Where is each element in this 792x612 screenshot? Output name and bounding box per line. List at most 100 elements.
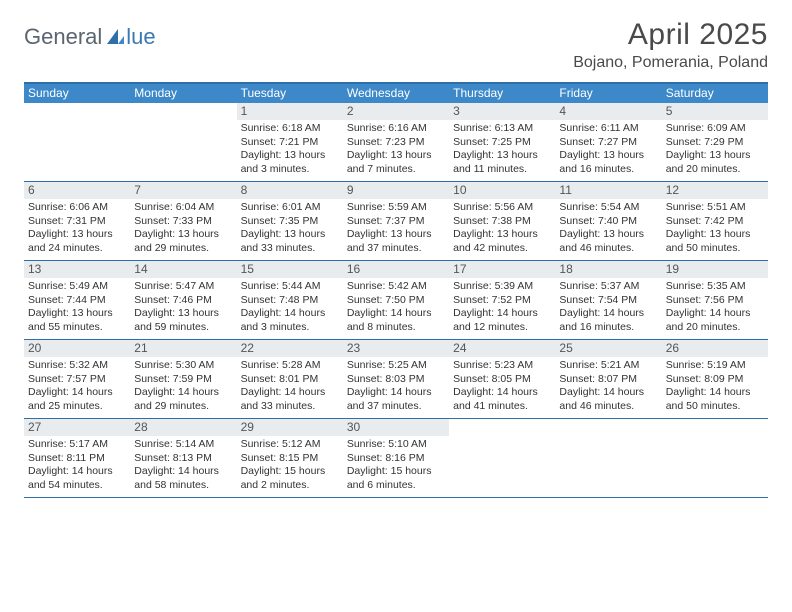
calendar-week-row: 13Sunrise: 5:49 AMSunset: 7:44 PMDayligh… bbox=[24, 261, 768, 340]
daylight-line: Daylight: 14 hours and 41 minutes. bbox=[453, 386, 551, 413]
calendar-day-cell: 9Sunrise: 5:59 AMSunset: 7:37 PMDaylight… bbox=[343, 182, 449, 260]
day-body: Sunrise: 5:44 AMSunset: 7:48 PMDaylight:… bbox=[237, 278, 343, 339]
sunrise-line: Sunrise: 5:54 AM bbox=[559, 201, 657, 215]
day-number: 13 bbox=[24, 261, 130, 278]
sunrise-line: Sunrise: 5:44 AM bbox=[241, 280, 339, 294]
day-body: Sunrise: 6:16 AMSunset: 7:23 PMDaylight:… bbox=[343, 120, 449, 181]
day-number: 2 bbox=[343, 103, 449, 120]
calendar-week-row: 20Sunrise: 5:32 AMSunset: 7:57 PMDayligh… bbox=[24, 340, 768, 419]
day-number: 19 bbox=[662, 261, 768, 278]
calendar-day-cell: 30Sunrise: 5:10 AMSunset: 8:16 PMDayligh… bbox=[343, 419, 449, 497]
sunrise-line: Sunrise: 5:25 AM bbox=[347, 359, 445, 373]
sunrise-line: Sunrise: 5:49 AM bbox=[28, 280, 126, 294]
sunset-line: Sunset: 8:16 PM bbox=[347, 452, 445, 466]
sunset-line: Sunset: 7:37 PM bbox=[347, 215, 445, 229]
sunset-line: Sunset: 7:46 PM bbox=[134, 294, 232, 308]
daylight-line: Daylight: 14 hours and 58 minutes. bbox=[134, 465, 232, 492]
sunset-line: Sunset: 8:15 PM bbox=[241, 452, 339, 466]
calendar-day-cell: 21Sunrise: 5:30 AMSunset: 7:59 PMDayligh… bbox=[130, 340, 236, 418]
sunrise-line: Sunrise: 6:11 AM bbox=[559, 122, 657, 136]
sunrise-line: Sunrise: 5:10 AM bbox=[347, 438, 445, 452]
sunrise-line: Sunrise: 5:21 AM bbox=[559, 359, 657, 373]
calendar-day-cell: 1Sunrise: 6:18 AMSunset: 7:21 PMDaylight… bbox=[237, 103, 343, 181]
title-block: April 2025 Bojano, Pomerania, Poland bbox=[573, 18, 768, 72]
sunrise-line: Sunrise: 5:47 AM bbox=[134, 280, 232, 294]
sunset-line: Sunset: 7:59 PM bbox=[134, 373, 232, 387]
day-number: 16 bbox=[343, 261, 449, 278]
calendar-week-row: 1Sunrise: 6:18 AMSunset: 7:21 PMDaylight… bbox=[24, 103, 768, 182]
calendar-day-cell: 10Sunrise: 5:56 AMSunset: 7:38 PMDayligh… bbox=[449, 182, 555, 260]
daylight-line: Daylight: 13 hours and 50 minutes. bbox=[666, 228, 764, 255]
sunset-line: Sunset: 8:07 PM bbox=[559, 373, 657, 387]
sunset-line: Sunset: 7:57 PM bbox=[28, 373, 126, 387]
day-body: Sunrise: 5:49 AMSunset: 7:44 PMDaylight:… bbox=[24, 278, 130, 339]
day-number: 11 bbox=[555, 182, 661, 199]
day-number: 27 bbox=[24, 419, 130, 436]
calendar-empty-cell bbox=[24, 103, 130, 181]
day-body: Sunrise: 5:35 AMSunset: 7:56 PMDaylight:… bbox=[662, 278, 768, 339]
daylight-line: Daylight: 14 hours and 25 minutes. bbox=[28, 386, 126, 413]
daylight-line: Daylight: 13 hours and 46 minutes. bbox=[559, 228, 657, 255]
day-body: Sunrise: 6:13 AMSunset: 7:25 PMDaylight:… bbox=[449, 120, 555, 181]
day-number: 15 bbox=[237, 261, 343, 278]
day-body: Sunrise: 5:28 AMSunset: 8:01 PMDaylight:… bbox=[237, 357, 343, 418]
calendar-day-cell: 28Sunrise: 5:14 AMSunset: 8:13 PMDayligh… bbox=[130, 419, 236, 497]
day-number: 4 bbox=[555, 103, 661, 120]
logo-text-blue: lue bbox=[126, 24, 155, 50]
daylight-line: Daylight: 14 hours and 12 minutes. bbox=[453, 307, 551, 334]
day-number: 25 bbox=[555, 340, 661, 357]
sunset-line: Sunset: 8:09 PM bbox=[666, 373, 764, 387]
sunrise-line: Sunrise: 5:59 AM bbox=[347, 201, 445, 215]
day-body: Sunrise: 6:09 AMSunset: 7:29 PMDaylight:… bbox=[662, 120, 768, 181]
sunrise-line: Sunrise: 5:39 AM bbox=[453, 280, 551, 294]
day-number: 5 bbox=[662, 103, 768, 120]
day-number: 20 bbox=[24, 340, 130, 357]
daylight-line: Daylight: 13 hours and 55 minutes. bbox=[28, 307, 126, 334]
day-number: 28 bbox=[130, 419, 236, 436]
daylight-line: Daylight: 14 hours and 8 minutes. bbox=[347, 307, 445, 334]
daylight-line: Daylight: 13 hours and 3 minutes. bbox=[241, 149, 339, 176]
sunset-line: Sunset: 7:56 PM bbox=[666, 294, 764, 308]
sunrise-line: Sunrise: 5:37 AM bbox=[559, 280, 657, 294]
sunrise-line: Sunrise: 6:06 AM bbox=[28, 201, 126, 215]
day-number: 7 bbox=[130, 182, 236, 199]
day-number: 23 bbox=[343, 340, 449, 357]
calendar-day-cell: 3Sunrise: 6:13 AMSunset: 7:25 PMDaylight… bbox=[449, 103, 555, 181]
day-body: Sunrise: 5:19 AMSunset: 8:09 PMDaylight:… bbox=[662, 357, 768, 418]
location-label: Bojano, Pomerania, Poland bbox=[573, 54, 768, 72]
daylight-line: Daylight: 14 hours and 54 minutes. bbox=[28, 465, 126, 492]
weekday-header: Thursday bbox=[449, 84, 555, 103]
sunset-line: Sunset: 7:50 PM bbox=[347, 294, 445, 308]
sunrise-line: Sunrise: 5:23 AM bbox=[453, 359, 551, 373]
sunrise-line: Sunrise: 6:18 AM bbox=[241, 122, 339, 136]
sunrise-line: Sunrise: 6:01 AM bbox=[241, 201, 339, 215]
calendar-day-cell: 14Sunrise: 5:47 AMSunset: 7:46 PMDayligh… bbox=[130, 261, 236, 339]
calendar-day-cell: 15Sunrise: 5:44 AMSunset: 7:48 PMDayligh… bbox=[237, 261, 343, 339]
daylight-line: Daylight: 13 hours and 42 minutes. bbox=[453, 228, 551, 255]
sunset-line: Sunset: 7:25 PM bbox=[453, 136, 551, 150]
day-body: Sunrise: 6:04 AMSunset: 7:33 PMDaylight:… bbox=[130, 199, 236, 260]
day-number: 30 bbox=[343, 419, 449, 436]
sunrise-line: Sunrise: 5:42 AM bbox=[347, 280, 445, 294]
daylight-line: Daylight: 13 hours and 24 minutes. bbox=[28, 228, 126, 255]
calendar-empty-cell bbox=[555, 419, 661, 497]
sunrise-line: Sunrise: 6:09 AM bbox=[666, 122, 764, 136]
sunrise-line: Sunrise: 5:35 AM bbox=[666, 280, 764, 294]
calendar-day-cell: 18Sunrise: 5:37 AMSunset: 7:54 PMDayligh… bbox=[555, 261, 661, 339]
sunset-line: Sunset: 8:05 PM bbox=[453, 373, 551, 387]
calendar-empty-cell bbox=[662, 419, 768, 497]
day-body: Sunrise: 5:10 AMSunset: 8:16 PMDaylight:… bbox=[343, 436, 449, 497]
calendar-empty-cell bbox=[449, 419, 555, 497]
daylight-line: Daylight: 13 hours and 11 minutes. bbox=[453, 149, 551, 176]
calendar-week-row: 6Sunrise: 6:06 AMSunset: 7:31 PMDaylight… bbox=[24, 182, 768, 261]
day-number: 18 bbox=[555, 261, 661, 278]
daylight-line: Daylight: 14 hours and 29 minutes. bbox=[134, 386, 232, 413]
sunset-line: Sunset: 7:31 PM bbox=[28, 215, 126, 229]
day-body: Sunrise: 5:39 AMSunset: 7:52 PMDaylight:… bbox=[449, 278, 555, 339]
day-number: 1 bbox=[237, 103, 343, 120]
sunrise-line: Sunrise: 5:17 AM bbox=[28, 438, 126, 452]
sunrise-line: Sunrise: 5:12 AM bbox=[241, 438, 339, 452]
day-body: Sunrise: 5:56 AMSunset: 7:38 PMDaylight:… bbox=[449, 199, 555, 260]
calendar-day-cell: 24Sunrise: 5:23 AMSunset: 8:05 PMDayligh… bbox=[449, 340, 555, 418]
sunset-line: Sunset: 7:38 PM bbox=[453, 215, 551, 229]
